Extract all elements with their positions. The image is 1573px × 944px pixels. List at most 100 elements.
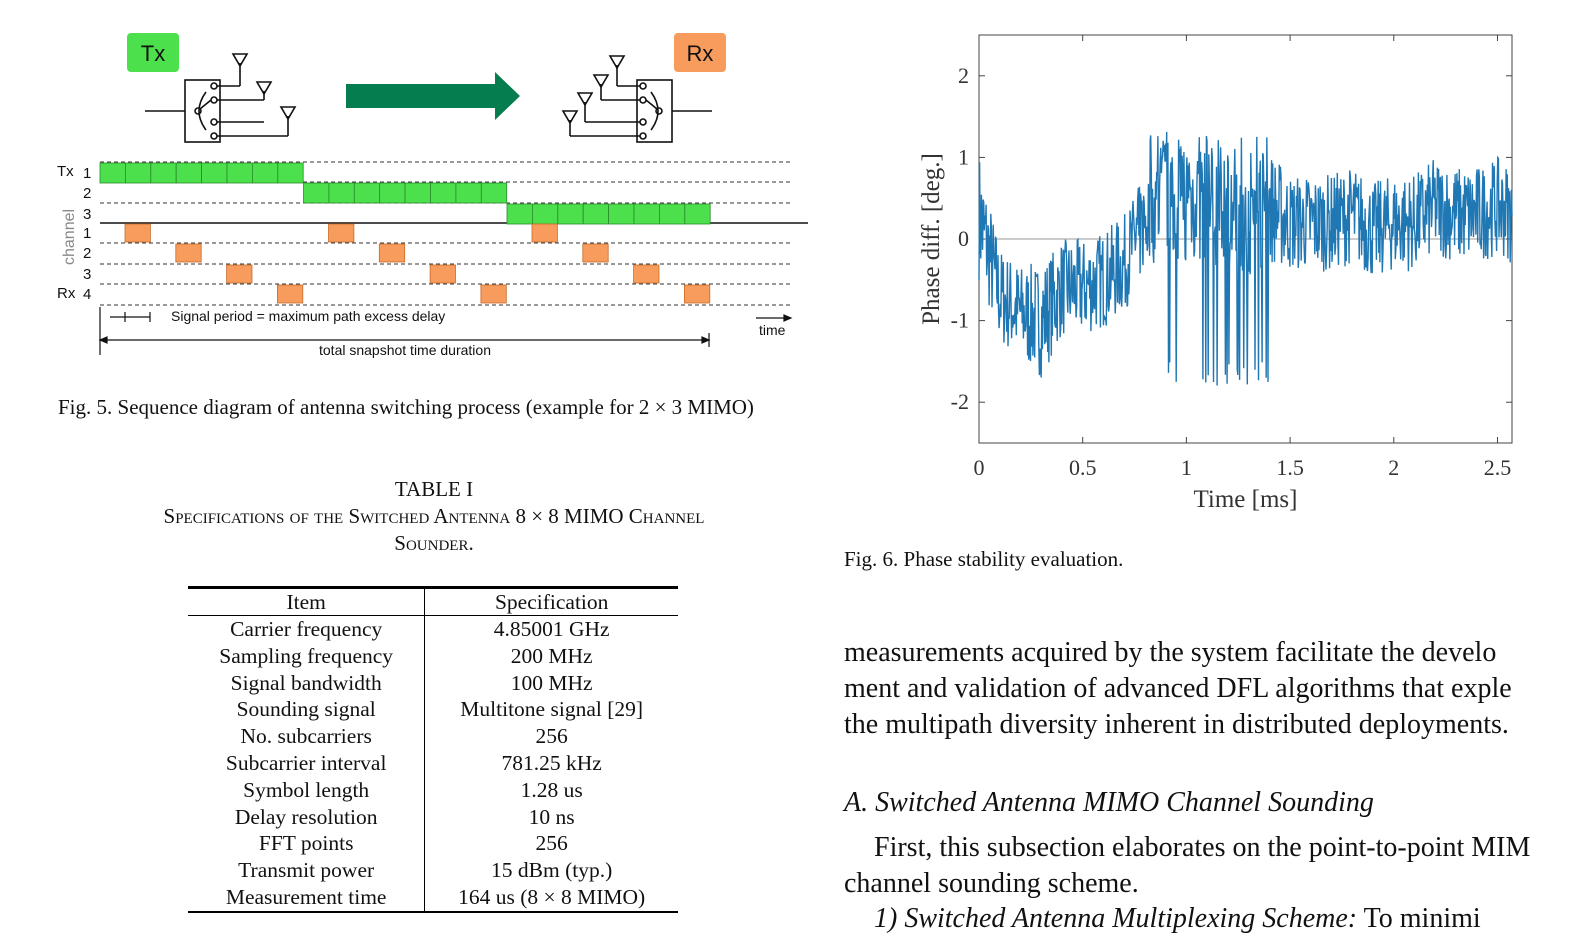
rx-capture-block (633, 264, 660, 284)
body-paragraph-line-1: measurements acquired by the system faci… (844, 637, 1497, 668)
table-cell-spec: 15 dBm (typ.) (491, 858, 613, 883)
table-cell-item: Carrier frequency (188, 615, 426, 643)
rx-capture-block (531, 223, 558, 243)
tx-symbol-block (480, 182, 508, 204)
table-title-line-2: Sounder. (394, 531, 474, 555)
tx-symbol-block (455, 182, 482, 204)
rx-row-label: 1 (83, 225, 91, 242)
time-label: time (759, 322, 786, 338)
rx-capture-block (124, 223, 151, 243)
rx-axis-label: Rx (57, 285, 76, 302)
table-cell-spec: 256 (535, 724, 568, 749)
table-cell-item: Symbol length (188, 776, 426, 804)
x-tick-label: 2.5 (1484, 455, 1512, 480)
y-axis-label: Phase diff. [deg.] (918, 153, 945, 325)
tx-symbol-block (506, 203, 533, 225)
y-tick-label: -2 (951, 389, 969, 414)
figure-6-phase-chart: 0 0.5 1 1.5 2 2.5 2 1 0 -1 -2 Time [ms] Phase diff. … (918, 34, 1513, 513)
rx-capture-block (226, 264, 253, 284)
table-row: Symbol length 1.28 us (188, 776, 678, 804)
tx-symbol-block (379, 182, 406, 204)
table-row: Carrier frequency 4.85001 GHz (188, 615, 678, 643)
tx-symbol-block (175, 162, 202, 184)
rx-capture-block (429, 264, 456, 284)
tx-symbol-block (328, 182, 355, 204)
table-row: Subcarrier interval 781.25 kHz (188, 749, 678, 777)
table-cell-item: Sounding signal (188, 696, 426, 724)
table-row: FFT points 256 (188, 830, 678, 858)
table-row: Transmit power 15 dBm (typ.) (188, 857, 678, 884)
table-cell-spec: 10 ns (528, 804, 575, 829)
tx-symbol-block (125, 162, 152, 184)
table-cell-item: Sampling frequency (188, 642, 426, 670)
rx-capture-block (378, 243, 406, 263)
time-arrow-icon (756, 314, 793, 322)
tx-switch-icon (145, 53, 297, 143)
figure-5-sequence-diagram: Tx Rx (57, 33, 808, 358)
x-tick-label: 1 (1181, 455, 1192, 480)
tx-symbol-block (277, 162, 304, 184)
channel-axis-label: channel (61, 209, 78, 265)
x-tick-label: 0.5 (1069, 455, 1097, 480)
tx-symbol-block (608, 203, 635, 225)
table-header-item: Item (188, 587, 426, 616)
table-cell-spec: 781.25 kHz (501, 750, 602, 775)
tx-row-label: 2 (83, 185, 91, 202)
tx-symbol-block (404, 182, 431, 204)
rx-capture-block (328, 223, 355, 243)
table-label: TABLE I (394, 477, 474, 501)
table-cell-spec: 4.85001 GHz (493, 617, 610, 641)
table-cell-item: Measurement time (188, 883, 426, 912)
tx-symbol-block (251, 162, 279, 184)
tx-symbol-block (430, 182, 457, 204)
rx-badge-label: Rx (687, 41, 714, 66)
rx-row-label: 2 (83, 245, 91, 262)
sequence-rows: 1 2 3 1 2 3 4 (83, 161, 808, 306)
table-cell-spec: Multitone signal [29] (460, 697, 644, 722)
total-duration-label: total snapshot time duration (319, 342, 491, 358)
y-tick-label: -1 (951, 308, 969, 333)
figure-6-caption: Fig. 6. Phase stability evaluation. (844, 547, 1124, 571)
tx-axis-label: Tx (57, 163, 74, 180)
subsection-label: 1) Switched Antenna Multiplexing Scheme: (874, 903, 1358, 934)
subsection-text: To minimi (1363, 903, 1481, 934)
tx-symbol-block (557, 203, 584, 225)
tx-symbol-block (353, 182, 381, 204)
table-cell-item: Signal bandwidth (188, 669, 426, 697)
paragraph-line-2: channel sounding scheme. (844, 868, 1139, 899)
tx-badge (127, 33, 179, 72)
tx-row-label: 3 (83, 206, 91, 223)
tx-symbol-block (531, 203, 559, 225)
table-cell-spec: 200 MHz (510, 643, 593, 668)
y-tick-label: 2 (958, 63, 969, 88)
table-cell-item: FFT points (188, 830, 426, 858)
subsection-line: 1) Switched Antenna Multiplexing Scheme:… (874, 901, 1481, 937)
y-tick-label: 1 (958, 144, 969, 169)
rx-row-label: 4 (83, 286, 91, 303)
table-cell-item: Transmit power (188, 857, 426, 884)
rx-capture-block (175, 243, 202, 263)
table-row: Sounding signal Multitone signal [29] (188, 696, 678, 724)
rx-capture-block (684, 284, 711, 304)
table-cell-spec: 164 us (8 × 8 MIMO) (458, 884, 646, 909)
table-row: Signal bandwidth 100 MHz (188, 669, 678, 697)
signal-period-marker (99, 307, 151, 355)
signal-period-label: Signal period = maximum path excess dela… (171, 308, 445, 324)
y-tick-label: 0 (958, 226, 969, 251)
rx-badge (674, 33, 726, 72)
tx-symbol-block (582, 203, 610, 225)
rx-switch-icon (561, 55, 712, 143)
tx-symbol-block (659, 203, 686, 225)
total-duration-arrow (98, 333, 711, 347)
table-cell-spec: 100 MHz (510, 670, 593, 695)
table-row: No. subcarriers 256 (188, 723, 678, 750)
table-cell-item: No. subcarriers (188, 723, 426, 750)
section-heading: A. Switched Antenna MIMO Channel Soundin… (844, 787, 1374, 818)
tx-badge-label: Tx (141, 41, 165, 66)
table-title-line-1: Specifications of the Switched Antenna 8… (163, 504, 705, 528)
table-header-row: Item Specification (188, 587, 678, 616)
table-cell-item: Subcarrier interval (188, 749, 426, 777)
direction-arrow-icon (346, 72, 520, 120)
rx-capture-block (582, 243, 609, 263)
spec-table: Item Specification Carrier frequency 4.85… (188, 586, 678, 913)
